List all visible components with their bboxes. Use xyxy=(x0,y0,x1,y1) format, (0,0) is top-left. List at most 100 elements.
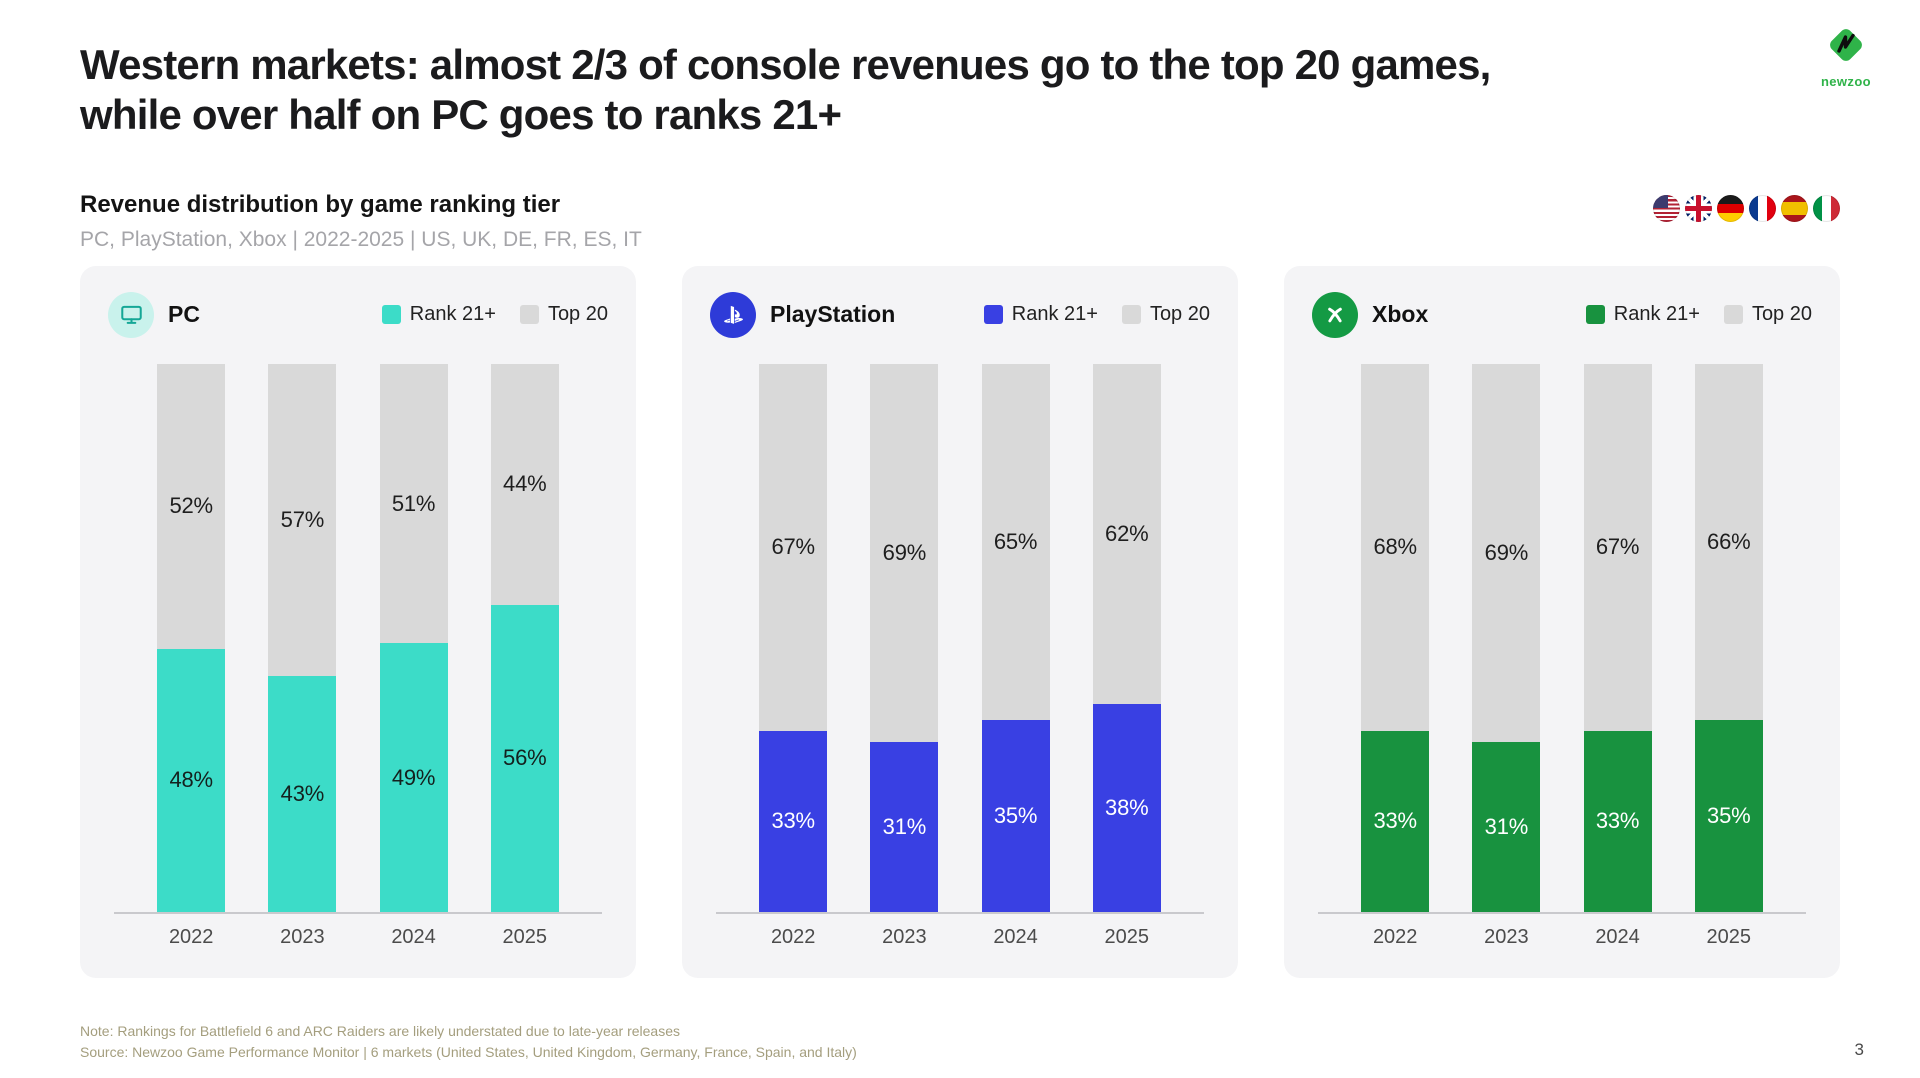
chart-card-playstation: PlayStation Rank 21+ Top 20 67% 33% 69% 31%… xyxy=(682,265,1238,978)
segment-top20: 65% xyxy=(981,363,1050,720)
legend-swatch-top20 xyxy=(1121,305,1141,325)
x-tick-label: 2024 xyxy=(993,925,1038,948)
plot-area: 68% 33% 69% 31% 67% 33% 66% 35% xyxy=(1318,363,1806,914)
source-line: Source: Newzoo Game Performance Monitor … xyxy=(80,1044,857,1061)
newzoo-logo-mark-icon xyxy=(1830,29,1862,61)
legend-label: Top 20 xyxy=(547,303,608,326)
stacked-bar-2023: 69% 31% xyxy=(1472,363,1541,912)
stacked-bar-2023: 57% 43% xyxy=(268,363,337,912)
segment-rank21plus: 56% xyxy=(490,604,559,912)
legend-label: Rank 21+ xyxy=(1613,303,1700,326)
it-flag-icon xyxy=(1813,194,1840,222)
platform-icon xyxy=(1312,291,1358,338)
uk-flag-icon xyxy=(1685,194,1712,222)
stacked-bar-2025: 66% 35% xyxy=(1694,363,1763,912)
x-tick-label: 2022 xyxy=(168,925,214,948)
legend-item-top20: Top 20 xyxy=(1121,303,1210,326)
segment-rank21plus: 31% xyxy=(870,741,939,912)
stacked-bar-2023: 69% 31% xyxy=(870,363,939,912)
x-tick-label: 2022 xyxy=(770,925,816,948)
segment-rank21plus: 35% xyxy=(981,719,1050,912)
platform-icon xyxy=(710,291,756,338)
legend-item-top20: Top 20 xyxy=(519,303,608,326)
platform-name: PC xyxy=(168,301,200,328)
page-number: 3 xyxy=(1854,1040,1864,1059)
segment-rank21plus: 33% xyxy=(759,730,828,912)
segment-top20: 67% xyxy=(759,363,828,731)
fr-flag-icon xyxy=(1749,194,1776,222)
x-tick-label: 2025 xyxy=(502,925,548,948)
es-flag-icon xyxy=(1781,194,1808,222)
page-title-line-1: Western markets: almost 2/3 of console r… xyxy=(80,41,1491,88)
legend-item-top20: Top 20 xyxy=(1723,303,1812,326)
segment-rank21plus: 31% xyxy=(1472,741,1541,912)
stacked-bar-2024: 67% 33% xyxy=(1583,363,1652,912)
legend-item-rank21: Rank 21+ xyxy=(983,303,1098,326)
segment-top20: 57% xyxy=(268,363,337,677)
segment-rank21plus: 49% xyxy=(379,643,448,912)
page-title: Western markets: almost 2/3 of console r… xyxy=(80,40,1840,141)
legend-swatch-top20 xyxy=(519,305,539,325)
x-tick-label: 2024 xyxy=(1595,925,1640,948)
legend: Rank 21+ Top 20 xyxy=(1585,303,1812,326)
segment-top20: 69% xyxy=(1472,363,1541,742)
market-flags xyxy=(1653,194,1840,222)
pc-monitor-icon xyxy=(120,306,142,325)
platform-name: Xbox xyxy=(1372,301,1429,328)
stacked-bar-2025: 44% 56% xyxy=(490,363,559,912)
x-tick-label: 2023 xyxy=(1484,925,1529,948)
legend-swatch-rank21 xyxy=(1585,305,1605,325)
segment-rank21plus: 48% xyxy=(157,648,226,912)
segment-top20: 44% xyxy=(490,363,559,605)
chart-card-pc: PC Rank 21+ Top 20 52% 48% 57% 43% 51% 49% 44%… xyxy=(80,265,636,978)
x-tick-label: 2022 xyxy=(1372,925,1418,948)
charts-row: PC Rank 21+ Top 20 52% 48% 57% 43% 51% 49% 44%… xyxy=(0,265,1920,978)
segment-top20: 52% xyxy=(157,363,226,649)
segment-top20: 51% xyxy=(379,363,448,644)
legend-swatch-top20 xyxy=(1723,305,1743,325)
legend-label: Top 20 xyxy=(1751,303,1812,326)
legend-label: Rank 21+ xyxy=(1011,303,1098,326)
segment-top20: 68% xyxy=(1361,363,1430,731)
legend-item-rank21: Rank 21+ xyxy=(1585,303,1700,326)
chart-subtitle: Revenue distribution by game ranking tie… xyxy=(80,190,561,218)
stacked-bar-2022: 68% 33% xyxy=(1361,363,1430,912)
chart-caption-block: Revenue distribution by game ranking tie… xyxy=(80,191,642,252)
segment-top20: 67% xyxy=(1583,363,1652,731)
platform-name: PlayStation xyxy=(770,301,896,328)
chart-card-xbox: Xbox Rank 21+ Top 20 68% 33% 69% 31% 67% 33% 6… xyxy=(1284,265,1840,978)
legend: Rank 21+ Top 20 xyxy=(983,303,1210,326)
legend-label: Top 20 xyxy=(1149,303,1210,326)
card-header: PC Rank 21+ Top 20 xyxy=(108,291,608,338)
x-axis-labels: 2022 2023 2024 2025 xyxy=(716,926,1204,949)
x-tick-label: 2023 xyxy=(882,925,927,948)
x-tick-label: 2024 xyxy=(391,925,436,948)
card-header: Xbox Rank 21+ Top 20 xyxy=(1312,291,1812,338)
plot-area: 52% 48% 57% 43% 51% 49% 44% 56% xyxy=(114,363,602,914)
stacked-bar-2025: 62% 38% xyxy=(1092,363,1161,912)
segment-rank21plus: 43% xyxy=(268,676,337,912)
stacked-bar-2022: 52% 48% xyxy=(157,363,226,912)
newzoo-logo: newzoo xyxy=(1798,22,1894,89)
newzoo-wordmark: newzoo xyxy=(1820,74,1872,89)
scope-line: PC, PlayStation, Xbox | 2022-2025 | US, … xyxy=(80,227,642,251)
stacked-bar-2022: 67% 33% xyxy=(759,363,828,912)
segment-top20: 69% xyxy=(870,363,939,742)
x-tick-label: 2025 xyxy=(1104,925,1150,948)
xbox-icon xyxy=(1328,307,1342,323)
footnote: Note: Rankings for Battlefield 6 and ARC… xyxy=(80,1022,680,1039)
x-axis-labels: 2022 2023 2024 2025 xyxy=(1318,926,1806,949)
segment-top20: 66% xyxy=(1694,363,1763,720)
page-title-line-2: while over half on PC goes to ranks 21+ xyxy=(80,91,842,139)
stacked-bar-2024: 51% 49% xyxy=(379,363,448,912)
segment-rank21plus: 35% xyxy=(1694,719,1763,912)
plot-area: 67% 33% 69% 31% 65% 35% 62% 38% xyxy=(716,363,1204,914)
platform-icon xyxy=(108,291,154,338)
x-tick-label: 2023 xyxy=(280,925,325,948)
playstation-icon xyxy=(724,305,743,324)
legend-label: Rank 21+ xyxy=(409,303,496,326)
legend-item-rank21: Rank 21+ xyxy=(381,303,496,326)
x-axis-labels: 2022 2023 2024 2025 xyxy=(114,926,602,949)
stacked-bar-2024: 65% 35% xyxy=(981,363,1050,912)
